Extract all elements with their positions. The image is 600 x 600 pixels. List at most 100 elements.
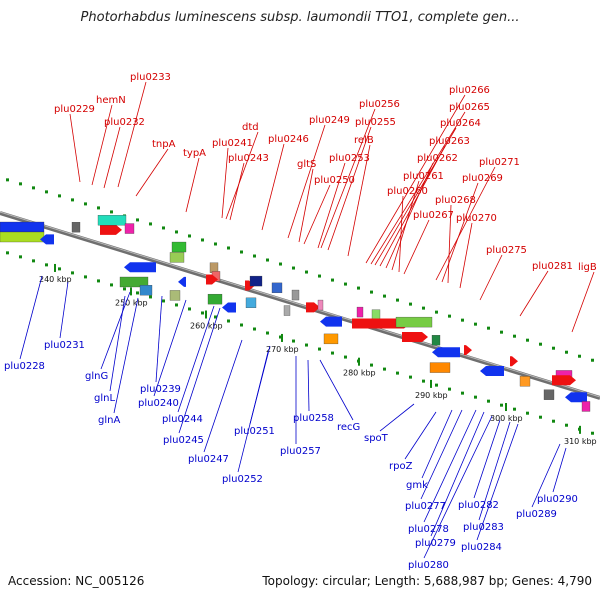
forward-gene-2[interactable] <box>97 215 127 226</box>
forward-gene-label: plu0256 <box>359 99 400 110</box>
reverse-gene-11[interactable] <box>283 305 291 316</box>
forward-gene-18[interactable] <box>395 316 433 328</box>
lower-guide-dot <box>110 283 113 287</box>
forward-gene-12[interactable] <box>291 289 300 301</box>
reverse-gene-16[interactable] <box>480 366 504 376</box>
reverse-leader-line <box>473 419 501 499</box>
upper-guide-dot <box>448 314 451 318</box>
reverse-gene-2[interactable] <box>40 234 54 245</box>
forward-gene-17[interactable] <box>352 318 410 329</box>
reverse-leader-line <box>379 403 415 432</box>
upper-guide-dot <box>461 318 464 322</box>
forward-gene-16[interactable] <box>371 309 381 320</box>
reverse-gene-13[interactable] <box>323 333 339 345</box>
gene-features <box>0 215 591 412</box>
forward-gene-14[interactable] <box>317 299 324 311</box>
forward-gene-11[interactable] <box>271 282 283 294</box>
reverse-gene-18[interactable] <box>543 389 555 400</box>
reverse-leader-line <box>476 423 519 541</box>
reverse-gene-5[interactable] <box>139 285 153 296</box>
forward-gene-13[interactable] <box>306 302 320 313</box>
upper-guide-dot <box>565 350 568 354</box>
reverse-gene-label: spoT <box>364 433 389 444</box>
reverse-leader-line <box>100 291 131 370</box>
forward-gene-1[interactable] <box>71 222 81 233</box>
forward-leader-line <box>287 124 326 239</box>
reverse-gene-9[interactable] <box>222 302 236 313</box>
upper-guide-dot <box>136 218 139 222</box>
forward-gene-label: plu0250 <box>314 175 355 186</box>
topology-summary: Topology: circular; Length: 5,688,987 bp… <box>262 574 592 588</box>
reverse-gene-14[interactable] <box>432 347 460 358</box>
ruler-tick-label: 280 kbp <box>343 369 376 378</box>
reverse-leader-line <box>430 411 485 537</box>
upper-guide-dot <box>500 330 503 334</box>
upper-guide-dot <box>110 210 113 214</box>
forward-leader-line <box>185 157 200 213</box>
lower-guide-dot <box>32 259 35 263</box>
ruler-tick <box>430 379 432 388</box>
forward-gene-22[interactable] <box>510 356 518 367</box>
reverse-gene-15[interactable] <box>429 362 451 373</box>
reverse-gene-6[interactable] <box>178 276 186 287</box>
reverse-gene-3[interactable] <box>124 262 156 273</box>
reverse-gene-19[interactable] <box>565 392 587 403</box>
forward-gene-label: plu0263 <box>429 136 470 147</box>
ruler-tick-label: 240 kbp <box>39 275 72 284</box>
upper-guide-dot <box>383 294 386 298</box>
reverse-gene-label: plu0282 <box>458 500 499 511</box>
dotted-guides <box>6 178 594 435</box>
forward-gene-label: plu0266 <box>449 85 490 96</box>
reverse-leader-line <box>153 299 187 397</box>
reverse-gene-label: plu0252 <box>222 474 263 485</box>
lower-guide-dot <box>240 323 243 327</box>
lower-guide-dot <box>201 311 204 315</box>
reverse-gene-label: glnG <box>85 371 108 382</box>
reverse-gene-12[interactable] <box>320 316 342 327</box>
forward-gene-21[interactable] <box>464 345 472 356</box>
forward-gene-label: dtd <box>242 122 259 133</box>
forward-gene-10[interactable] <box>249 275 263 287</box>
ruler-tick <box>281 333 283 342</box>
reverse-gene-0[interactable] <box>0 221 45 233</box>
forward-gene-3[interactable] <box>124 223 135 234</box>
forward-gene-15[interactable] <box>356 306 364 318</box>
lower-guide-dot <box>526 411 529 415</box>
upper-guide-dot <box>149 222 152 226</box>
forward-gene-4[interactable] <box>171 241 187 253</box>
reverse-gene-20[interactable] <box>581 401 591 412</box>
lower-guide-dot <box>266 331 269 335</box>
upper-guide-dot <box>227 246 230 250</box>
forward-gene-label: plu0232 <box>104 117 145 128</box>
upper-guide-dot <box>266 258 269 262</box>
upper-guide-dot <box>253 254 256 258</box>
forward-gene-0[interactable] <box>100 224 122 235</box>
reverse-leader-line <box>307 359 310 412</box>
reverse-gene-8[interactable] <box>207 293 223 305</box>
upper-guide-dot <box>578 354 581 358</box>
reverse-gene-17[interactable] <box>519 376 531 387</box>
reverse-gene-7[interactable] <box>169 290 181 301</box>
forward-gene-19[interactable] <box>402 331 428 342</box>
forward-leader-line <box>117 81 147 188</box>
forward-gene-5[interactable] <box>169 252 185 263</box>
ruler-tick <box>130 287 132 296</box>
forward-gene-8[interactable] <box>206 274 218 285</box>
ruler-tick-label: 310 kbp <box>564 437 597 446</box>
forward-leader-line <box>479 254 503 301</box>
upper-guide-dot <box>188 234 191 238</box>
reverse-gene-1[interactable] <box>0 231 45 243</box>
upper-guide-dot <box>435 310 438 314</box>
ruler-tick <box>505 403 507 412</box>
reverse-gene-10[interactable] <box>245 297 257 309</box>
reverse-gene-label: plu0247 <box>188 454 229 465</box>
reverse-gene-4[interactable] <box>119 276 149 288</box>
forward-leader-line <box>435 166 496 281</box>
forward-gene-24[interactable] <box>552 375 576 386</box>
reverse-leader-line <box>478 421 511 521</box>
forward-gene-20[interactable] <box>431 335 441 346</box>
ruler-tick <box>579 425 581 434</box>
reverse-gene-label: plu0239 <box>140 384 181 395</box>
reverse-gene-label: plu0231 <box>44 340 85 351</box>
